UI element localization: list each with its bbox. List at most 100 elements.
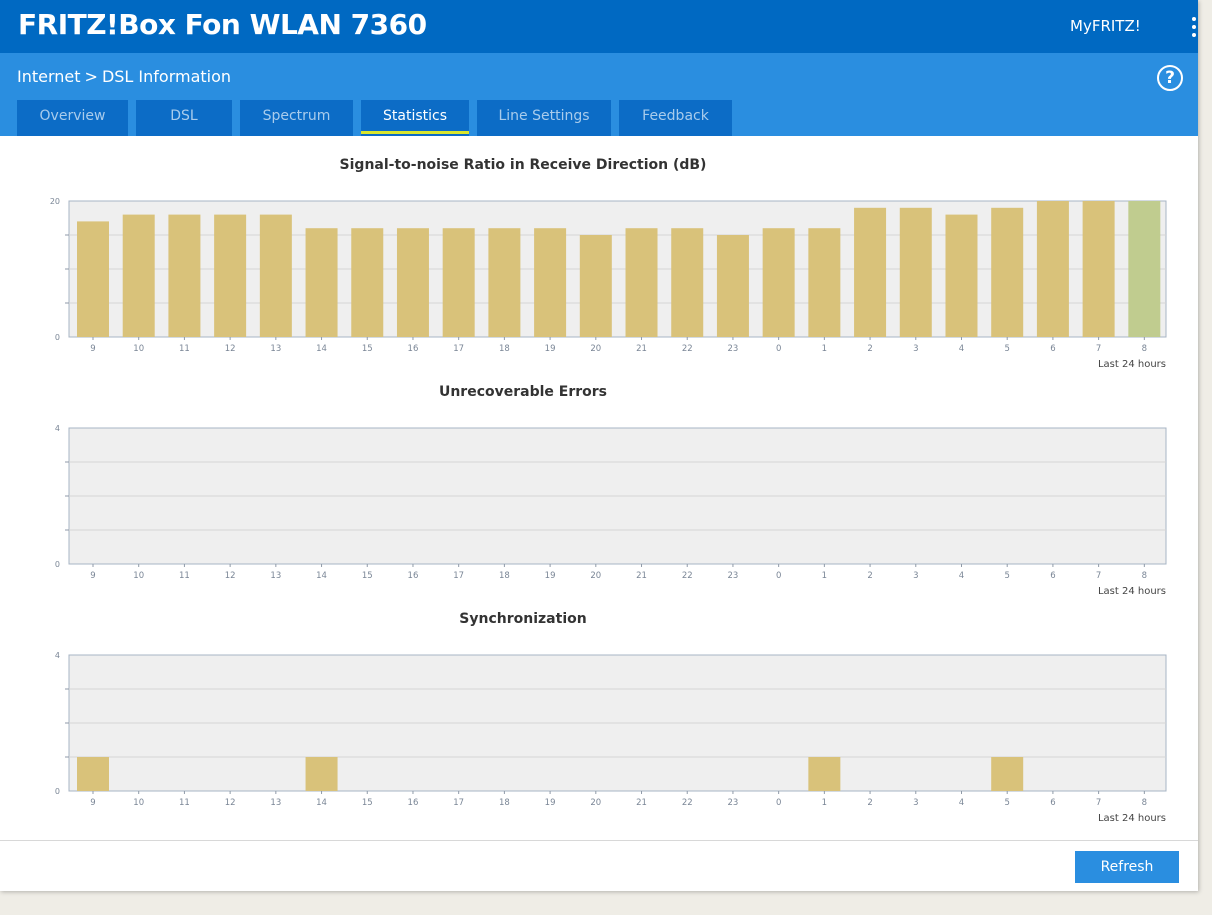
tab-feedback[interactable]: Feedback (619, 100, 732, 136)
x-tick-label: 7 (1096, 344, 1101, 354)
x-tick-label: 19 (545, 571, 556, 581)
breadcrumb-parent[interactable]: Internet (17, 67, 81, 86)
breadcrumb-separator-icon: > (84, 67, 98, 86)
x-tick-label: 12 (225, 571, 236, 581)
tab-line-settings[interactable]: Line Settings (477, 100, 611, 136)
product-title: FRITZ!Box Fon WLAN 7360 (18, 8, 427, 41)
x-tick-label: 5 (1004, 798, 1009, 808)
x-tick-label: 5 (1004, 344, 1009, 354)
x-tick-label: 17 (453, 571, 464, 581)
x-tick-label: 2 (867, 344, 872, 354)
x-tick-label: 8 (1142, 571, 1147, 581)
x-tick-label: 12 (225, 798, 236, 808)
chart-title-snr: Signal-to-noise Ratio in Receive Directi… (339, 157, 707, 173)
x-tick-label: 1 (822, 344, 827, 354)
x-tick-label: 15 (362, 571, 373, 581)
tab-overview[interactable]: Overview (17, 100, 128, 136)
y-tick-label: 0 (55, 333, 60, 342)
chart-title-sync: Synchronization (459, 611, 587, 627)
sync-chart: 049 10 11 12 13 14 15 16 17 18 19 20 21 22 23 0 1 2 3 4 5 6 7 8… (55, 651, 1167, 824)
chart-title-errors: Unrecoverable Errors (438, 384, 608, 400)
chart-bar (762, 228, 795, 337)
chart-bar (625, 228, 658, 337)
x-tick-label: 9 (90, 344, 95, 354)
chart-bar (305, 757, 338, 791)
x-tick-label: 6 (1050, 571, 1055, 581)
chart-bar (442, 228, 475, 337)
y-tick-label: 20 (50, 197, 60, 206)
x-tick-label: 15 (362, 344, 373, 354)
x-tick-label: 22 (682, 798, 693, 808)
tab-spectrum[interactable]: Spectrum (240, 100, 353, 136)
chart-bar (945, 214, 978, 337)
chart-bar (899, 207, 932, 337)
x-tick-label: 20 (590, 798, 601, 808)
x-tick-label: 17 (453, 344, 464, 354)
help-icon[interactable]: ? (1157, 65, 1183, 91)
x-tick-label: 13 (270, 344, 281, 354)
x-tick-label: 0 (776, 571, 781, 581)
x-tick-label: 11 (179, 571, 190, 581)
x-tick-label: 14 (316, 344, 327, 354)
x-tick-label: 6 (1050, 344, 1055, 354)
chart-bar (168, 214, 201, 337)
x-tick-label: 4 (959, 344, 964, 354)
x-tick-label: 23 (728, 344, 739, 354)
x-tick-label: 19 (545, 344, 556, 354)
x-tick-label: 7 (1096, 798, 1101, 808)
chart-bar (991, 757, 1024, 791)
x-tick-label: 21 (636, 571, 647, 581)
app-window: FRITZ!Box Fon WLAN 7360 MyFRITZ! Interne… (0, 0, 1198, 891)
tab-dsl[interactable]: DSL (136, 100, 232, 136)
x-tick-label: 4 (959, 571, 964, 581)
x-tick-label: 8 (1142, 344, 1147, 354)
chart-bar (351, 228, 384, 337)
x-tick-label: 22 (682, 571, 693, 581)
chart-bar (808, 228, 841, 337)
x-tick-label: 13 (270, 571, 281, 581)
x-tick-label: 9 (90, 798, 95, 808)
x-tick-label: 7 (1096, 571, 1101, 581)
x-tick-label: 10 (133, 344, 144, 354)
chart-bar (305, 228, 338, 337)
x-caption: Last 24 hours (1098, 359, 1166, 370)
x-tick-label: 5 (1004, 571, 1009, 581)
x-tick-label: 0 (776, 344, 781, 354)
x-tick-label: 18 (499, 344, 510, 354)
x-tick-label: 14 (316, 798, 327, 808)
chart-bar (214, 214, 247, 337)
refresh-button[interactable]: Refresh (1075, 851, 1179, 883)
x-tick-label: 3 (913, 344, 918, 354)
chart-bar (77, 221, 109, 337)
x-tick-label: 3 (913, 798, 918, 808)
x-tick-label: 14 (316, 571, 327, 581)
x-tick-label: 23 (728, 798, 739, 808)
y-tick-label: 0 (55, 787, 60, 796)
x-tick-label: 9 (90, 571, 95, 581)
x-tick-label: 0 (776, 798, 781, 808)
y-tick-label: 0 (55, 560, 60, 569)
x-tick-label: 4 (959, 798, 964, 808)
x-tick-label: 22 (682, 344, 693, 354)
x-tick-label: 20 (590, 344, 601, 354)
sub-header: Internet > DSL Information ? Overview DSL … (0, 53, 1198, 136)
x-tick-label: 11 (179, 798, 190, 808)
chart-bar (991, 207, 1024, 337)
footer-divider (0, 840, 1198, 841)
chart-bar (396, 228, 429, 337)
chart-bar (808, 757, 841, 791)
tab-statistics[interactable]: Statistics (361, 100, 469, 136)
x-tick-label: 21 (636, 344, 647, 354)
x-caption: Last 24 hours (1098, 586, 1166, 597)
x-tick-label: 11 (179, 344, 190, 354)
x-tick-label: 1 (822, 571, 827, 581)
myfritz-link[interactable]: MyFRITZ! (1070, 17, 1141, 35)
x-tick-label: 21 (636, 798, 647, 808)
x-caption: Last 24 hours (1098, 813, 1166, 824)
chart-bar (534, 228, 567, 337)
kebab-menu-icon[interactable] (1186, 17, 1200, 39)
x-tick-label: 3 (913, 571, 918, 581)
x-tick-label: 20 (590, 571, 601, 581)
chart-bar (1036, 201, 1069, 337)
